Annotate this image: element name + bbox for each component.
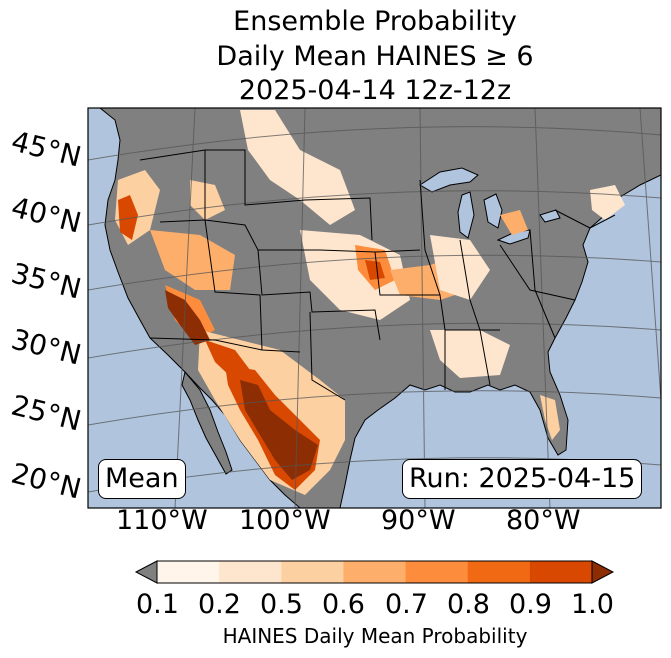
great-lakes <box>419 167 561 245</box>
colorbar-tick-0: 0.1 <box>136 589 179 620</box>
colorbar-frame <box>156 560 593 584</box>
colorbar-bin <box>343 561 407 583</box>
lon-label-100w: 100°W <box>239 505 331 536</box>
title-line-1: Ensemble Probability <box>233 6 517 37</box>
colorbar-bin <box>281 561 344 583</box>
colorbar-tick-4: 0.7 <box>385 589 428 620</box>
title-line-2: Daily Mean HAINES ≥ 6 <box>216 41 534 72</box>
colorbar-tick-2: 0.5 <box>260 589 303 620</box>
map-frame <box>87 107 662 509</box>
colorbar-bin <box>219 561 282 583</box>
colorbar-tick-6: 0.9 <box>509 589 552 620</box>
colorbar-label: HAINES Daily Mean Probability <box>222 624 528 648</box>
mean-label-box: Mean <box>98 459 186 499</box>
colorbar-bin <box>157 561 220 583</box>
baja-peninsula <box>181 370 233 475</box>
colorbar-bin <box>405 561 469 583</box>
state-borders <box>139 149 616 401</box>
lon-label-80w: 80°W <box>506 505 581 536</box>
colorbar-tick-7: 1.0 <box>571 589 614 620</box>
colorbar-tick-3: 0.6 <box>322 589 365 620</box>
colorbar-over-arrow <box>591 560 615 584</box>
colorbar-bin <box>467 561 531 583</box>
colorbar-tick-5: 0.8 <box>447 589 490 620</box>
lon-label-110w: 110°W <box>116 505 208 536</box>
lon-label-90w: 90°W <box>381 505 456 536</box>
colorbar-bin <box>529 561 593 583</box>
colorbar-under-arrow <box>134 560 158 584</box>
title-line-3: 2025-04-14 12z-12z <box>238 75 512 106</box>
colorbar-tick-1: 0.2 <box>198 589 241 620</box>
probability-patches <box>115 110 625 495</box>
run-label-box: Run: 2025-04-15 <box>402 459 643 499</box>
